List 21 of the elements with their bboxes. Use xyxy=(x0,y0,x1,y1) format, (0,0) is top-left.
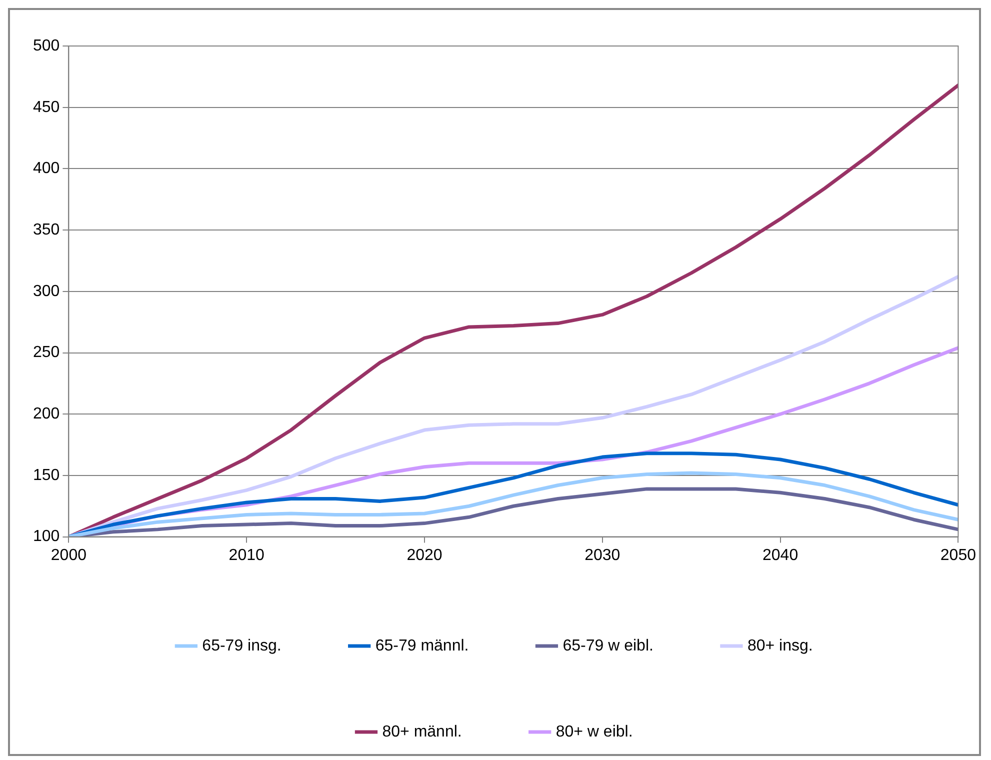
x-tick-label: 2010 xyxy=(228,546,264,564)
legend-label: 80+ w eibl. xyxy=(556,723,633,740)
x-tick-label: 2040 xyxy=(762,546,798,564)
y-tick-label: 250 xyxy=(32,344,60,362)
x-tick-label: 2030 xyxy=(584,546,620,564)
y-tick-label: 200 xyxy=(32,406,60,423)
y-tick-label: 350 xyxy=(32,221,60,238)
x-tick-label: 2050 xyxy=(940,546,976,564)
y-tick-label: 500 xyxy=(32,37,60,54)
x-tick-label: 2020 xyxy=(406,546,442,564)
y-tick-label: 450 xyxy=(32,98,60,116)
x-tick-label: 2000 xyxy=(50,546,87,564)
y-tick-label: 300 xyxy=(32,282,60,300)
legend-label: 80+ insg. xyxy=(747,637,813,654)
y-tick-label: 150 xyxy=(32,466,60,484)
legend-label: 65-79 insg. xyxy=(202,637,282,654)
legend-label: 80+ männl. xyxy=(382,723,462,740)
y-tick-label: 400 xyxy=(32,160,60,178)
legend-label: 65-79 w eibl. xyxy=(562,637,654,654)
y-tick-label: 100 xyxy=(32,528,60,546)
legend-label: 65-79 männl. xyxy=(375,637,469,654)
